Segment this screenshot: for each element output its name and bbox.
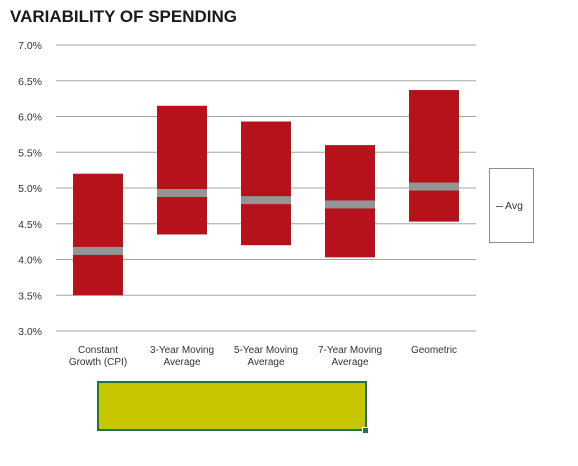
y-tick-label: 7.0% — [18, 40, 42, 52]
chart-legend[interactable]: Avg — [489, 168, 534, 243]
y-tick-label: 5.0% — [18, 183, 42, 195]
y-tick-label: 3.0% — [18, 326, 42, 338]
legend-avg-label: Avg — [505, 200, 523, 212]
legend-avg-swatch — [496, 206, 503, 207]
y-tick-label: 6.5% — [18, 76, 42, 88]
x-category-label: Average — [331, 357, 369, 368]
range-bar[interactable] — [73, 173, 123, 296]
avg-marker[interactable] — [409, 182, 459, 191]
avg-marker[interactable] — [157, 189, 207, 198]
y-tick-label: 6.0% — [18, 112, 42, 124]
x-category-label: Geometric — [411, 345, 457, 356]
x-category-label: 7-Year Moving — [318, 345, 382, 356]
avg-marker[interactable] — [241, 196, 291, 205]
y-tick-label: 3.5% — [18, 290, 42, 302]
range-bar[interactable] — [241, 121, 291, 246]
y-tick-label: 4.0% — [18, 255, 42, 267]
x-category-label: 3-Year Moving — [150, 345, 214, 356]
fill-handle[interactable] — [362, 427, 369, 434]
x-category-label: Constant — [78, 345, 118, 356]
avg-marker[interactable] — [325, 200, 375, 209]
selected-cell-range[interactable] — [97, 381, 367, 431]
x-category-label: Average — [163, 357, 201, 368]
x-category-label: 5-Year Moving — [234, 345, 298, 356]
chart-title: VARIABILITY OF SPENDING — [10, 7, 238, 26]
x-category-label: Growth (CPI) — [69, 357, 127, 368]
x-category-label: Average — [247, 357, 285, 368]
y-tick-label: 5.5% — [18, 147, 42, 159]
range-bar[interactable] — [157, 105, 207, 235]
y-tick-label: 4.5% — [18, 219, 42, 231]
range-bar[interactable] — [409, 90, 459, 222]
avg-marker[interactable] — [73, 246, 123, 255]
